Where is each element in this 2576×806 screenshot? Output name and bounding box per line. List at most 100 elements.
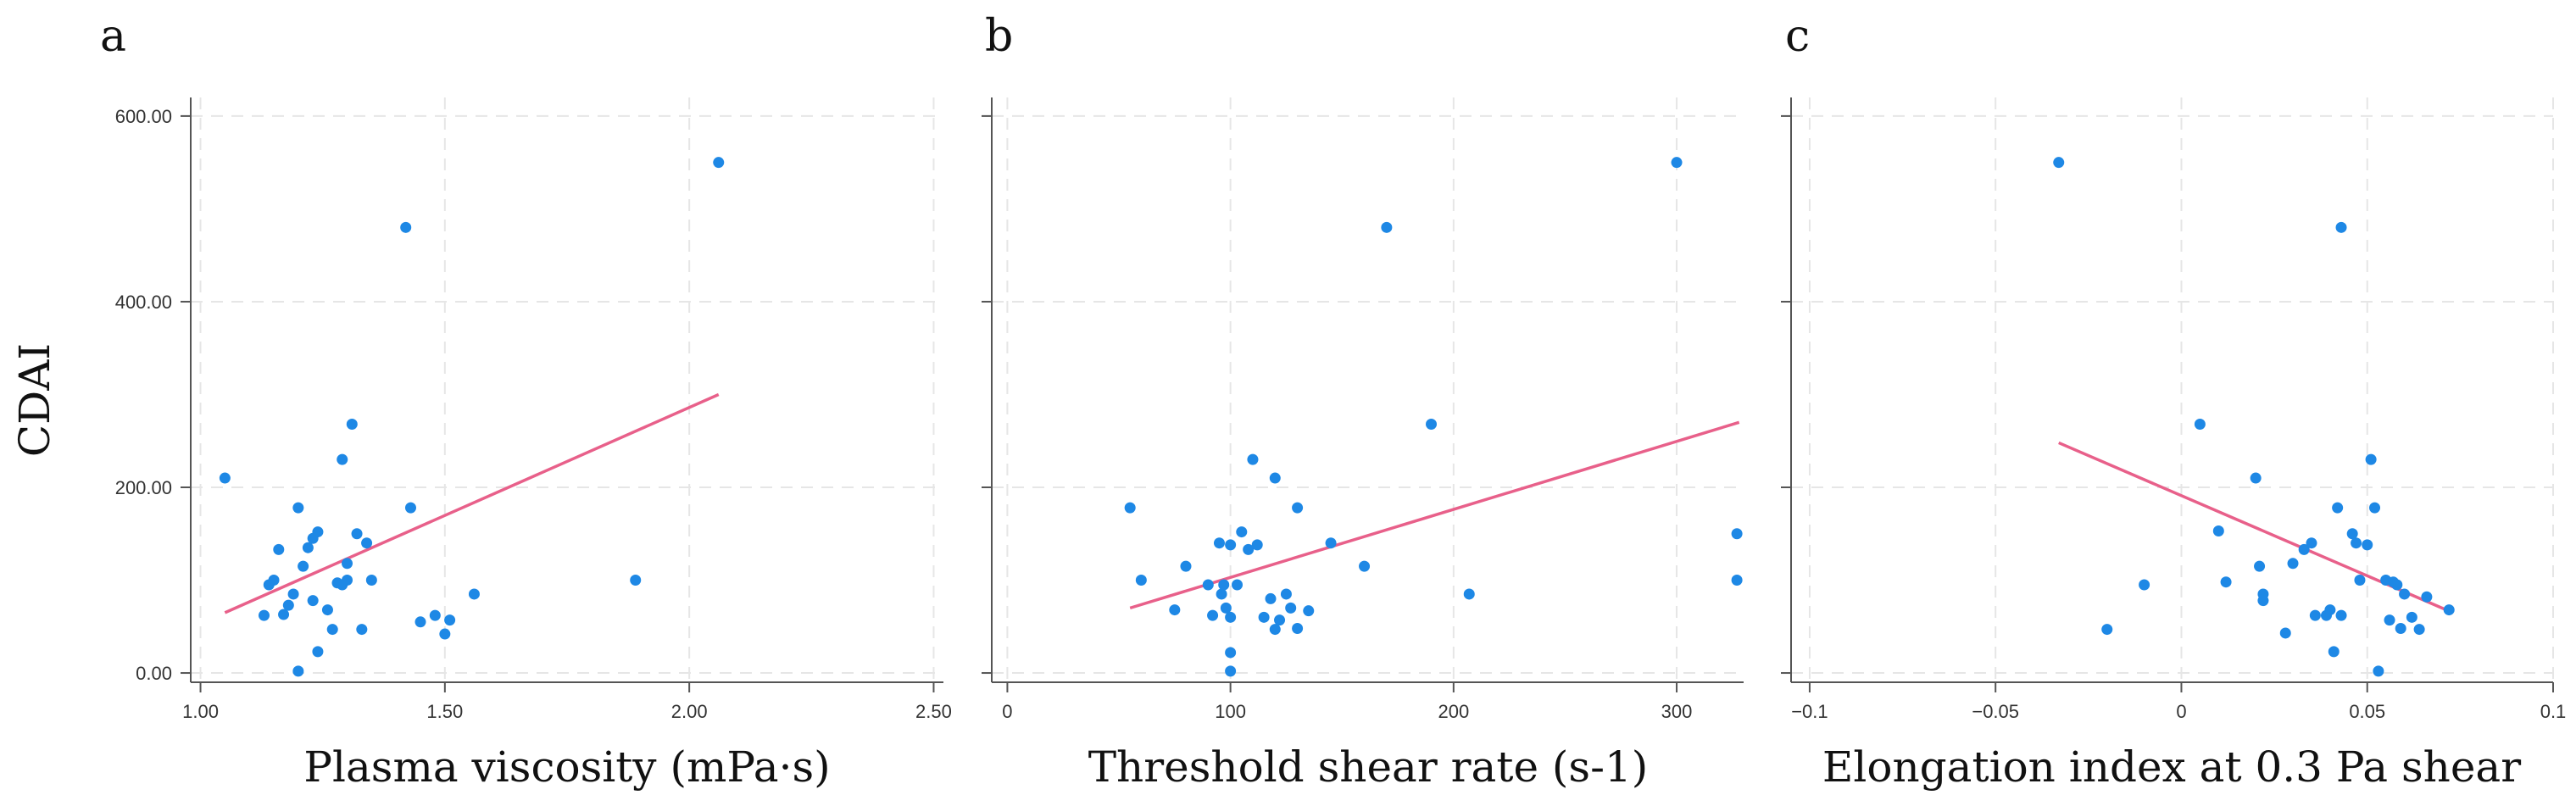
data-point: [1292, 502, 1304, 514]
data-point: [1731, 528, 1743, 540]
data-point: [1243, 543, 1255, 555]
data-point: [1213, 537, 1225, 549]
data-point: [307, 595, 319, 607]
data-point: [1124, 502, 1136, 514]
x-axis-label: Elongation index at 0.3 Pa shear: [1822, 742, 2521, 792]
data-point: [414, 616, 426, 628]
data-point: [1269, 472, 1281, 484]
x-tick-label: 200: [1438, 701, 1469, 722]
data-point: [1202, 579, 1214, 591]
y-axis-label: CDAI: [10, 343, 59, 457]
data-point: [1292, 622, 1304, 634]
data-point: [1251, 539, 1263, 551]
data-point: [2335, 221, 2347, 233]
data-point: [400, 221, 412, 233]
data-point: [302, 542, 314, 553]
data-point: [1280, 588, 1292, 600]
data-point: [1285, 602, 1297, 614]
data-point: [298, 560, 309, 572]
panels: 0.00 200.00 400.00 600.00 1.00 1.50 2.00 2.50 a P…: [100, 11, 2566, 792]
y-tick-label: 200.00: [115, 477, 172, 498]
x-tick-label: 2.50: [915, 701, 952, 722]
data-point: [2053, 157, 2065, 169]
data-point: [292, 502, 304, 514]
data-point: [404, 502, 416, 514]
data-point: [1207, 609, 1219, 621]
data-point: [1359, 560, 1371, 572]
data-point: [2421, 591, 2433, 603]
data-point: [2373, 665, 2384, 677]
data-point: [337, 453, 348, 465]
x-tick-label: −0.1: [1791, 701, 1828, 722]
data-point: [2101, 624, 2113, 636]
data-point: [1325, 537, 1337, 549]
x-tick-label: 0: [1002, 701, 1012, 722]
x-axis-label: Plasma viscosity (mPa·s): [303, 742, 830, 792]
data-point: [2395, 622, 2406, 634]
data-point: [2406, 611, 2417, 623]
panel-b: 0 100 200 300 b Threshold shear rate (s-1): [982, 11, 1744, 792]
regression-line: [224, 392, 720, 614]
x-tick-label: 300: [1661, 701, 1693, 722]
data-point: [2369, 502, 2381, 514]
data-point: [444, 614, 456, 626]
data-point: [1303, 605, 1315, 617]
x-tick-label: 100: [1215, 701, 1246, 722]
panel-a: 0.00 200.00 400.00 600.00 1.00 1.50 2.00 2.50 a P…: [100, 11, 952, 792]
data-point: [312, 646, 324, 658]
y-tick-label: 0.00: [136, 663, 172, 684]
data-point: [2287, 558, 2299, 570]
data-point: [2362, 539, 2373, 551]
data-point: [1463, 588, 1475, 600]
data-point: [2220, 576, 2232, 588]
data-point: [1731, 575, 1743, 586]
data-point: [258, 609, 270, 621]
data-point: [1426, 419, 1438, 431]
data-point: [1274, 614, 1286, 626]
data-point: [429, 609, 441, 621]
data-point: [2351, 537, 2362, 549]
data-point: [2365, 453, 2377, 465]
y-tick-label: 600.00: [115, 106, 172, 127]
data-point: [2194, 419, 2206, 431]
data-point: [365, 575, 377, 586]
data-point: [2328, 646, 2340, 658]
regression-line: [1129, 420, 1740, 610]
data-point: [361, 537, 373, 549]
data-point: [326, 624, 338, 636]
x-axis-label: Threshold shear rate (s-1): [1088, 742, 1649, 792]
data-point: [2306, 537, 2317, 549]
data-point: [1232, 579, 1243, 591]
x-tick-label: 1.00: [182, 701, 219, 722]
data-point: [468, 588, 480, 600]
data-point: [1258, 611, 1270, 623]
data-point: [1169, 604, 1181, 616]
data-point: [1269, 624, 1281, 636]
data-point: [273, 543, 285, 555]
data-point: [219, 472, 231, 484]
x-tick-label: −0.05: [1972, 701, 2019, 722]
data-point: [1220, 602, 1232, 614]
data-point: [1247, 453, 1259, 465]
data-point: [2443, 604, 2455, 616]
data-point: [312, 526, 324, 538]
data-point: [2250, 472, 2262, 484]
data-point: [342, 558, 353, 570]
data-point: [2354, 575, 2366, 586]
x-tick-label: 0.1: [2540, 701, 2567, 722]
data-point: [2391, 579, 2403, 591]
data-point: [292, 665, 304, 677]
data-point: [630, 575, 642, 586]
data-point: [1225, 647, 1237, 659]
data-point: [1671, 157, 1683, 169]
data-point: [1265, 592, 1277, 604]
data-point: [2298, 543, 2310, 555]
x-tick-label: 2.00: [671, 701, 708, 722]
data-point: [2257, 595, 2269, 607]
data-point: [2346, 528, 2358, 540]
data-point: [2324, 604, 2336, 616]
data-point: [2309, 609, 2321, 621]
data-point: [1381, 221, 1393, 233]
